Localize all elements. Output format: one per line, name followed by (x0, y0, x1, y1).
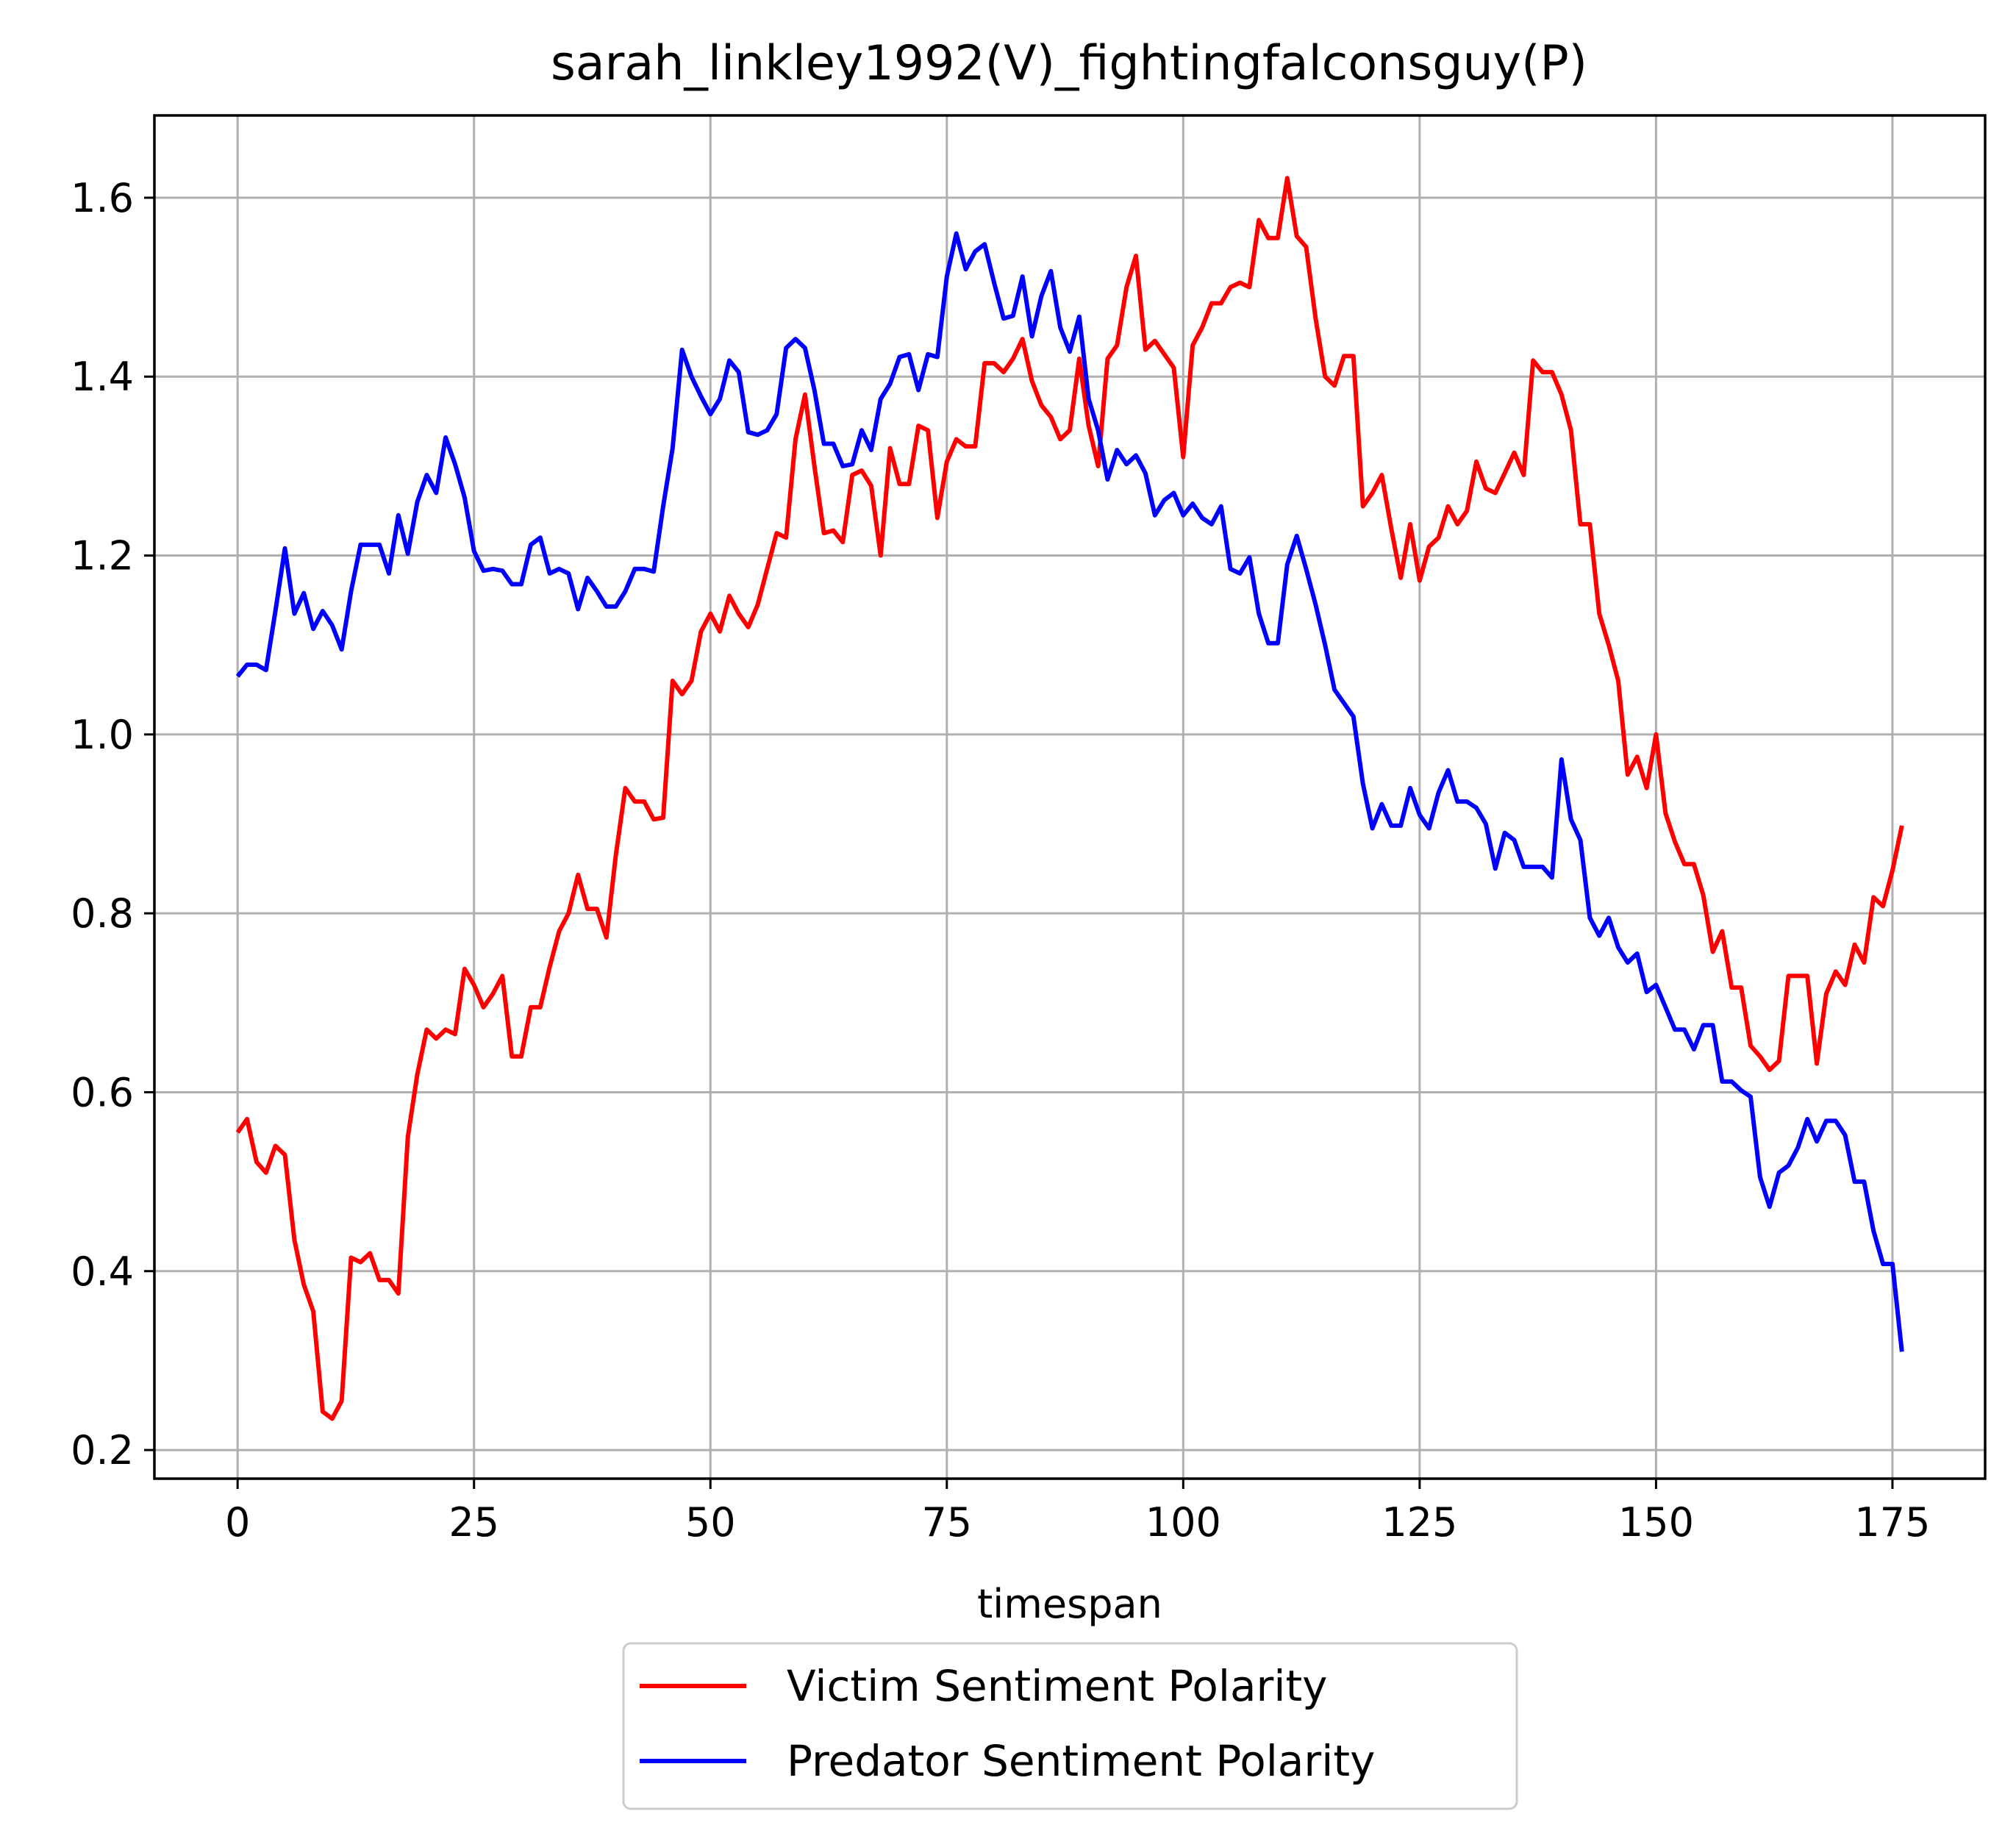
y-tick-label: 0.2 (71, 1427, 134, 1474)
y-tick-label: 1.2 (71, 533, 134, 579)
x-tick-label: 0 (225, 1499, 250, 1546)
predator-sentiment-line (235, 231, 1904, 1352)
legend-box (622, 1642, 1518, 1810)
x-axis-ticks: 0 25 50 75 100 125 150 175 (225, 1479, 1930, 1546)
y-tick-label: 0.8 (71, 890, 134, 937)
y-tick-label: 0.4 (71, 1249, 134, 1295)
plot-frame (153, 114, 1987, 1480)
legend-label-predator: Predator Sentiment Polarity (787, 1736, 1375, 1786)
grid-lines (154, 115, 1985, 1479)
chart-title: sarah_linkley1992(V)_fightingfalconsguy(… (551, 36, 1587, 91)
x-tick-label: 175 (1854, 1499, 1930, 1546)
y-tick-label: 0.6 (71, 1069, 134, 1115)
x-tick-label: 50 (685, 1499, 736, 1546)
x-tick-label: 75 (921, 1499, 972, 1546)
x-tick-label: 150 (1618, 1499, 1694, 1546)
x-tick-label: 125 (1381, 1499, 1457, 1546)
victim-sentiment-line (235, 176, 1904, 1421)
y-axis-ticks: 0.2 0.4 0.6 0.8 1.0 1.2 1.4 1.6 (71, 175, 154, 1474)
legend: Victim Sentiment Polarity Predator Senti… (622, 1642, 1518, 1810)
y-tick-label: 1.4 (71, 354, 134, 400)
y-tick-label: 1.6 (71, 175, 134, 221)
x-tick-label: 25 (448, 1499, 499, 1546)
legend-label-victim: Victim Sentiment Polarity (787, 1661, 1328, 1711)
x-tick-label: 100 (1145, 1499, 1221, 1546)
y-tick-label: 1.0 (71, 712, 134, 758)
series-lines (235, 176, 1904, 1421)
x-axis-label: timespan (977, 1581, 1162, 1627)
